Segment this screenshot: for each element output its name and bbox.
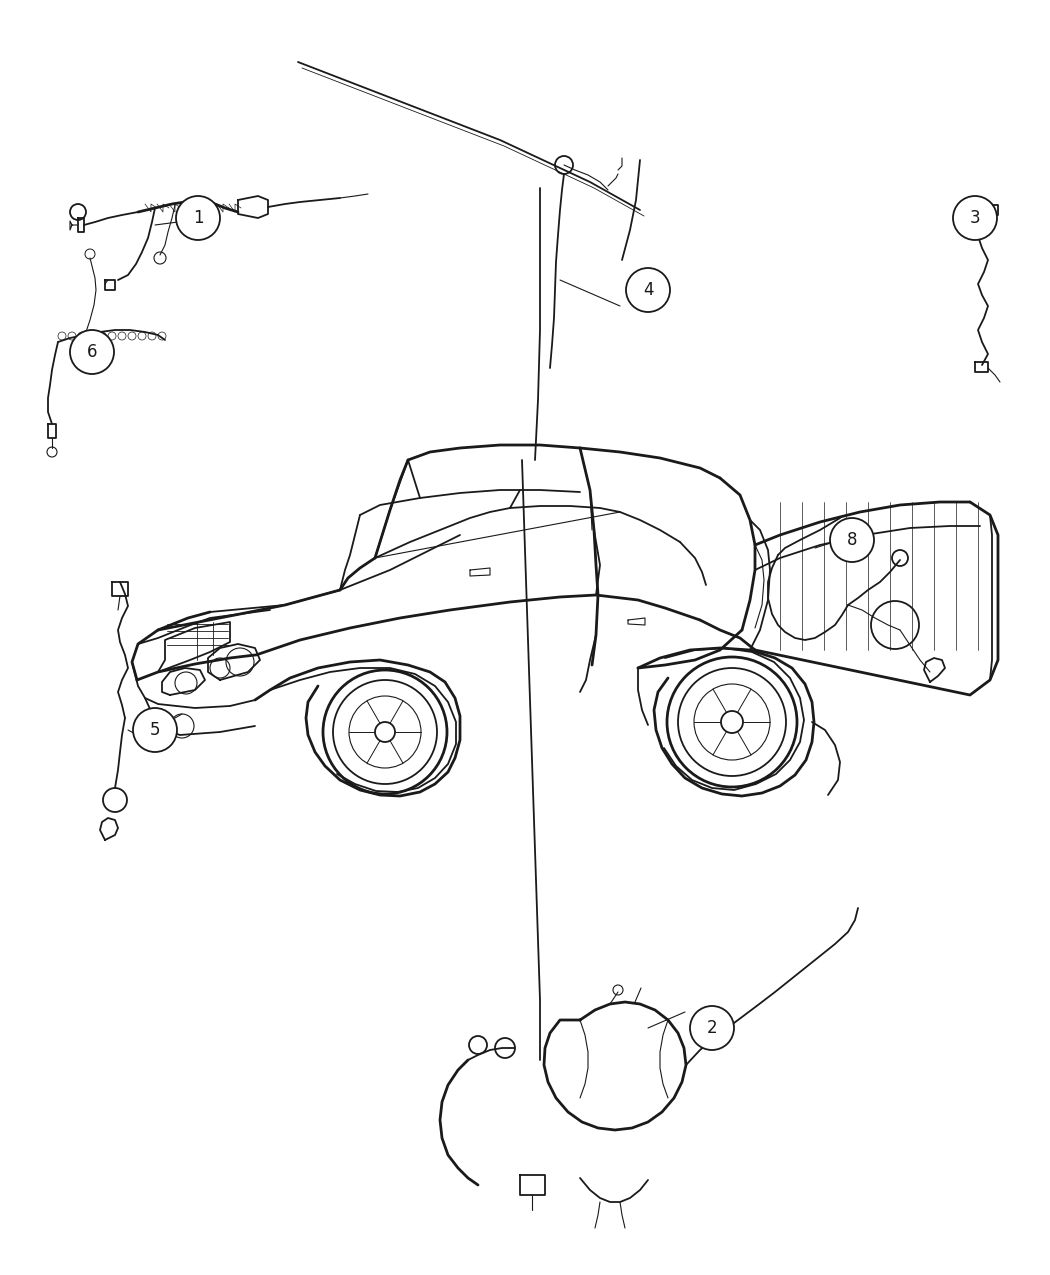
Text: 3: 3 [970,209,981,227]
Circle shape [176,196,220,240]
Text: 6: 6 [87,343,98,361]
Circle shape [70,330,114,374]
Circle shape [690,1006,734,1051]
Text: 5: 5 [150,720,161,739]
Circle shape [721,711,743,733]
Text: 1: 1 [193,209,204,227]
Circle shape [830,518,874,562]
Text: 2: 2 [707,1019,717,1037]
Circle shape [953,196,997,240]
Circle shape [375,722,395,742]
Circle shape [133,708,177,752]
Circle shape [626,268,670,312]
Text: 8: 8 [846,530,857,550]
Text: 4: 4 [643,280,653,300]
